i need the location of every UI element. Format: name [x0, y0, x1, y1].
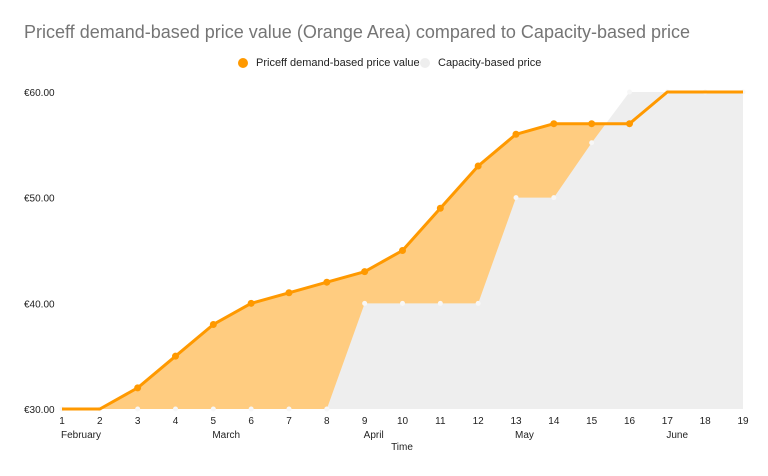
y-tick-label: €30.00 — [24, 405, 55, 416]
priceff-point — [209, 320, 217, 328]
x-tick-label: 1 — [59, 416, 65, 427]
x-tick-label: 14 — [548, 416, 560, 427]
x-tick-label: 16 — [624, 416, 636, 427]
priceff-point — [134, 384, 142, 392]
y-tick-label: €50.00 — [24, 194, 55, 205]
x-tick-label: 11 — [435, 416, 446, 427]
capacity-point — [627, 89, 632, 95]
capacity-point — [589, 140, 595, 146]
legend-label: Priceff demand-based price value — [256, 57, 420, 69]
x-tick-label: 2 — [97, 416, 103, 427]
x-month-label: April — [364, 430, 384, 441]
priceff-point — [172, 352, 179, 360]
x-month-label: May — [515, 430, 534, 441]
priceff-point — [588, 120, 596, 128]
legend-item-priceff[interactable]: Priceff demand-based price value — [238, 57, 420, 69]
x-tick-label: 13 — [510, 416, 522, 427]
y-tick-label: €60.00 — [24, 88, 55, 99]
capacity-point — [135, 406, 141, 412]
capacity-point — [248, 406, 254, 412]
capacity-area — [62, 92, 743, 409]
capacity-point — [362, 300, 368, 306]
chart-title: Priceff demand-based price value (Orange… — [24, 22, 691, 42]
x-tick-label: 4 — [173, 416, 179, 427]
priceff-point — [247, 299, 255, 307]
x-axis-title: Time — [391, 442, 413, 453]
priceff-point — [550, 120, 558, 128]
priceff-point — [285, 289, 293, 297]
priceff-point — [323, 278, 331, 286]
x-tick-label: 19 — [737, 416, 749, 427]
legend-item-capacity[interactable]: Capacity-based price — [420, 57, 541, 69]
x-tick-label: 15 — [586, 416, 598, 427]
capacity-point — [324, 406, 330, 412]
x-tick-label: 6 — [248, 416, 254, 427]
x-month-label: February — [61, 430, 101, 441]
capacity-point — [551, 195, 557, 201]
legend-label: Capacity-based price — [438, 57, 542, 69]
capacity-point — [173, 406, 178, 412]
x-tick-label: 18 — [700, 416, 712, 427]
x-tick-label: 17 — [662, 416, 674, 427]
priceff-point — [361, 268, 369, 276]
priceff-point — [436, 204, 444, 212]
legend-marker-icon — [420, 58, 430, 68]
capacity-point — [210, 406, 216, 412]
x-tick-label: 3 — [135, 416, 141, 427]
x-tick-label: 5 — [211, 416, 217, 427]
priceff-point — [512, 130, 520, 138]
priceff-point — [474, 162, 482, 170]
capacity-point — [475, 300, 481, 306]
x-month-label: March — [212, 430, 240, 441]
capacity-point — [513, 195, 519, 201]
priceff-point — [399, 247, 406, 254]
legend-marker-icon — [238, 58, 248, 68]
capacity-point — [286, 406, 292, 412]
x-tick-label: 8 — [324, 416, 330, 427]
x-month-label: June — [666, 430, 688, 441]
capacity-point — [437, 300, 443, 306]
x-tick-label: 10 — [397, 416, 409, 427]
y-tick-label: €40.00 — [24, 299, 55, 310]
x-tick-label: 9 — [362, 416, 368, 427]
x-tick-label: 12 — [473, 416, 485, 427]
priceff-point — [626, 120, 633, 128]
x-tick-label: 7 — [286, 416, 292, 427]
capacity-point — [400, 300, 405, 306]
